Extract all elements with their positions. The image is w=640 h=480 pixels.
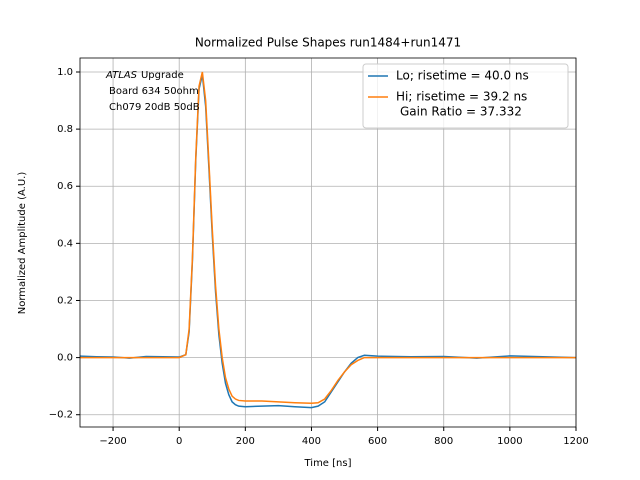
plot-frame bbox=[79, 57, 577, 428]
y-tick-label: −0.2 bbox=[49, 410, 73, 421]
x-tick-label: 1000 bbox=[497, 436, 522, 447]
x-tick-label: −200 bbox=[99, 436, 126, 447]
y-tick-label: 0.8 bbox=[57, 124, 73, 135]
x-tick-label: 800 bbox=[434, 436, 453, 447]
legend: Lo; risetime = 40.0 ns Hi; risetime = 39.… bbox=[362, 63, 569, 129]
y-tick-label: 0.2 bbox=[57, 295, 73, 306]
x-tick-label: 1200 bbox=[563, 436, 588, 447]
x-tick-label: 600 bbox=[368, 436, 387, 447]
x-tick-label: 200 bbox=[236, 436, 255, 447]
y-tick-label: 0.6 bbox=[57, 181, 73, 192]
y-tick-label: 1.0 bbox=[57, 67, 73, 78]
y-tick-label: 0.0 bbox=[57, 353, 73, 364]
line bbox=[80, 71, 576, 405]
legend-label: Hi; risetime = 39.2 ns bbox=[396, 90, 527, 104]
annotation-line: Board 634 50ohm bbox=[109, 86, 199, 97]
chart-title: Normalized Pulse Shapes run1484+run1471 bbox=[195, 36, 461, 50]
legend-box bbox=[362, 63, 569, 129]
legend-note: Gain Ratio = 37.332 bbox=[400, 105, 522, 119]
annotation-emphasis: ATLAS bbox=[105, 70, 138, 81]
x-tick-label: 400 bbox=[302, 436, 321, 447]
x-tick-label: 0 bbox=[176, 436, 182, 447]
y-tick-label: 0.4 bbox=[57, 238, 73, 249]
x-axis-label: Time [ns] bbox=[303, 458, 351, 469]
legend-label: Lo; risetime = 40.0 ns bbox=[396, 69, 529, 83]
annotation-line: Ch079 20dB 50dB bbox=[109, 102, 200, 113]
y-axis-label: Normalized Amplitude (A.U.) bbox=[17, 172, 28, 315]
annotation-line: Upgrade bbox=[141, 70, 184, 81]
annotation: ATLAS Upgrade bbox=[105, 70, 184, 81]
